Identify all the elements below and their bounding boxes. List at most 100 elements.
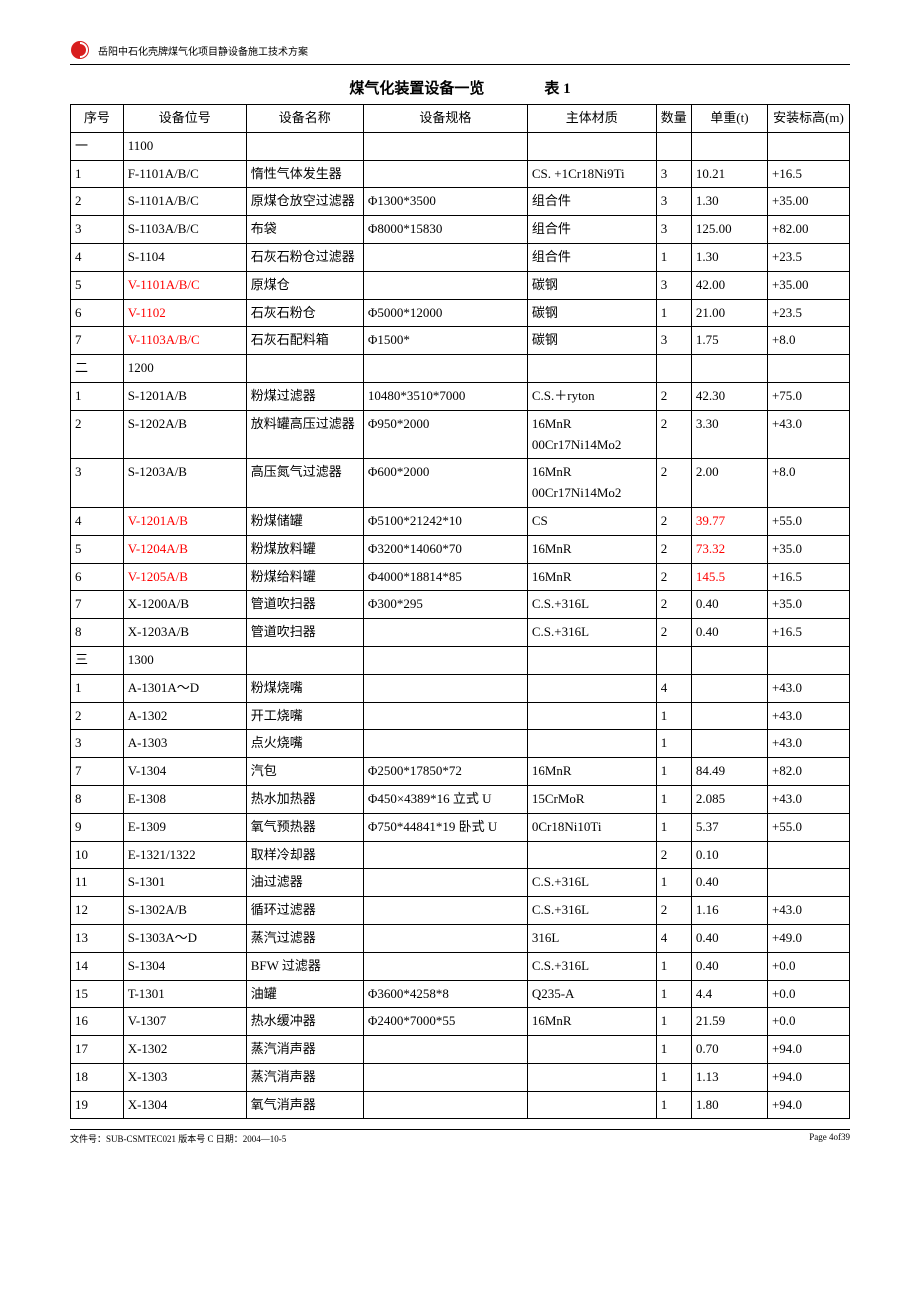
cell-wt: 1.75 xyxy=(691,327,767,355)
cell-mat xyxy=(527,841,656,869)
cell-elev: +23.5 xyxy=(767,243,849,271)
table-row: 4V-1201A/B粉煤储罐Φ5100*21242*10CS239.77+55.… xyxy=(71,507,850,535)
cell-wt: 42.30 xyxy=(691,382,767,410)
col-code: 设备位号 xyxy=(123,105,246,133)
cell-wt xyxy=(691,702,767,730)
col-mat: 主体材质 xyxy=(527,105,656,133)
cell-wt: 10.21 xyxy=(691,160,767,188)
cell-seq: 5 xyxy=(71,271,124,299)
table-row: 2S-1101A/B/C原煤仓放空过滤器Φ1300*3500组合件31.30+3… xyxy=(71,188,850,216)
table-row: 5V-1101A/B/C原煤仓碳钢342.00+35.00 xyxy=(71,271,850,299)
table-header-row: 序号 设备位号 设备名称 设备规格 主体材质 数量 单重(t) 安装标高(m) xyxy=(71,105,850,133)
cell-spec xyxy=(363,730,527,758)
cell-code: S-1302A/B xyxy=(123,897,246,925)
table-row: 17X-1302蒸汽消声器10.70+94.0 xyxy=(71,1036,850,1064)
table-row: 三1300 xyxy=(71,646,850,674)
cell-seq: 5 xyxy=(71,535,124,563)
cell-qty: 3 xyxy=(656,327,691,355)
cell-name: 循环过滤器 xyxy=(246,897,363,925)
cell-elev: +94.0 xyxy=(767,1063,849,1091)
table-row: 6V-1102石灰石粉仓Φ5000*12000碳钢121.00+23.5 xyxy=(71,299,850,327)
cell-name: 粉煤储罐 xyxy=(246,507,363,535)
cell-wt: 42.00 xyxy=(691,271,767,299)
cell-spec xyxy=(363,924,527,952)
cell-seq: 3 xyxy=(71,216,124,244)
cell-qty: 2 xyxy=(656,591,691,619)
cell-spec xyxy=(363,702,527,730)
cell-code: S-1103A/B/C xyxy=(123,216,246,244)
table-row: 3A-1303点火烧嘴1+43.0 xyxy=(71,730,850,758)
cell-elev: +16.5 xyxy=(767,619,849,647)
cell-qty: 1 xyxy=(656,1036,691,1064)
cell-elev: +55.0 xyxy=(767,813,849,841)
col-elev: 安装标高(m) xyxy=(767,105,849,133)
col-seq: 序号 xyxy=(71,105,124,133)
cell-name: 氧气消声器 xyxy=(246,1091,363,1119)
cell-qty: 1 xyxy=(656,952,691,980)
cell-name: 布袋 xyxy=(246,216,363,244)
cell-elev xyxy=(767,841,849,869)
cell-name: BFW 过滤器 xyxy=(246,952,363,980)
cell-wt: 84.49 xyxy=(691,758,767,786)
cell-seq: 1 xyxy=(71,674,124,702)
cell-wt: 2.085 xyxy=(691,785,767,813)
cell-wt: 0.70 xyxy=(691,1036,767,1064)
cell-qty: 1 xyxy=(656,785,691,813)
cell-elev: +43.0 xyxy=(767,410,849,459)
cell-spec: Φ3600*4258*8 xyxy=(363,980,527,1008)
cell-code: S-1304 xyxy=(123,952,246,980)
cell-wt xyxy=(691,674,767,702)
cell-spec xyxy=(363,243,527,271)
cell-code: V-1103A/B/C xyxy=(123,327,246,355)
cell-qty: 4 xyxy=(656,924,691,952)
cell-elev: +35.00 xyxy=(767,188,849,216)
cell-wt: 125.00 xyxy=(691,216,767,244)
cell-qty: 2 xyxy=(656,382,691,410)
cell-mat xyxy=(527,355,656,383)
cell-mat xyxy=(527,646,656,674)
cell-wt xyxy=(691,730,767,758)
table-row: 7V-1103A/B/C石灰石配料箱Φ1500*碳钢31.75+8.0 xyxy=(71,327,850,355)
cell-wt xyxy=(691,355,767,383)
cell-elev: +94.0 xyxy=(767,1091,849,1119)
page-header: 岳阳中石化壳牌煤气化项目静设备施工技术方案 xyxy=(70,40,850,60)
cell-spec xyxy=(363,1036,527,1064)
cell-qty: 1 xyxy=(656,813,691,841)
cell-qty: 1 xyxy=(656,243,691,271)
cell-spec xyxy=(363,619,527,647)
cell-seq: 二 xyxy=(71,355,124,383)
cell-name: 取样冷却器 xyxy=(246,841,363,869)
cell-seq: 15 xyxy=(71,980,124,1008)
cell-name: 蒸汽消声器 xyxy=(246,1036,363,1064)
cell-spec xyxy=(363,952,527,980)
cell-mat: C.S.+316L xyxy=(527,619,656,647)
cell-elev xyxy=(767,869,849,897)
cell-spec: Φ4000*18814*85 xyxy=(363,563,527,591)
cell-name: 惰性气体发生器 xyxy=(246,160,363,188)
cell-mat xyxy=(527,1063,656,1091)
cell-mat: 316L xyxy=(527,924,656,952)
cell-spec xyxy=(363,841,527,869)
cell-mat: C.S.+316L xyxy=(527,952,656,980)
cell-mat xyxy=(527,132,656,160)
cell-elev: +0.0 xyxy=(767,952,849,980)
cell-qty: 1 xyxy=(656,980,691,1008)
footer-left: 文件号：SUB-CSMTEC021 版本号 C 日期：2004—10-5 xyxy=(70,1132,286,1145)
cell-seq: 11 xyxy=(71,869,124,897)
cell-code: S-1202A/B xyxy=(123,410,246,459)
header-divider xyxy=(70,64,850,65)
cell-name: 热水加热器 xyxy=(246,785,363,813)
cell-wt: 4.4 xyxy=(691,980,767,1008)
cell-seq: 6 xyxy=(71,563,124,591)
cell-spec: Φ5100*21242*10 xyxy=(363,507,527,535)
logo-icon xyxy=(70,40,90,60)
cell-spec: Φ600*2000 xyxy=(363,459,527,508)
cell-seq: 6 xyxy=(71,299,124,327)
cell-qty: 2 xyxy=(656,897,691,925)
cell-code: T-1301 xyxy=(123,980,246,1008)
cell-elev: +43.0 xyxy=(767,785,849,813)
header-text: 岳阳中石化壳牌煤气化项目静设备施工技术方案 xyxy=(98,43,308,58)
cell-qty: 2 xyxy=(656,841,691,869)
cell-wt: 21.00 xyxy=(691,299,767,327)
cell-qty: 3 xyxy=(656,160,691,188)
